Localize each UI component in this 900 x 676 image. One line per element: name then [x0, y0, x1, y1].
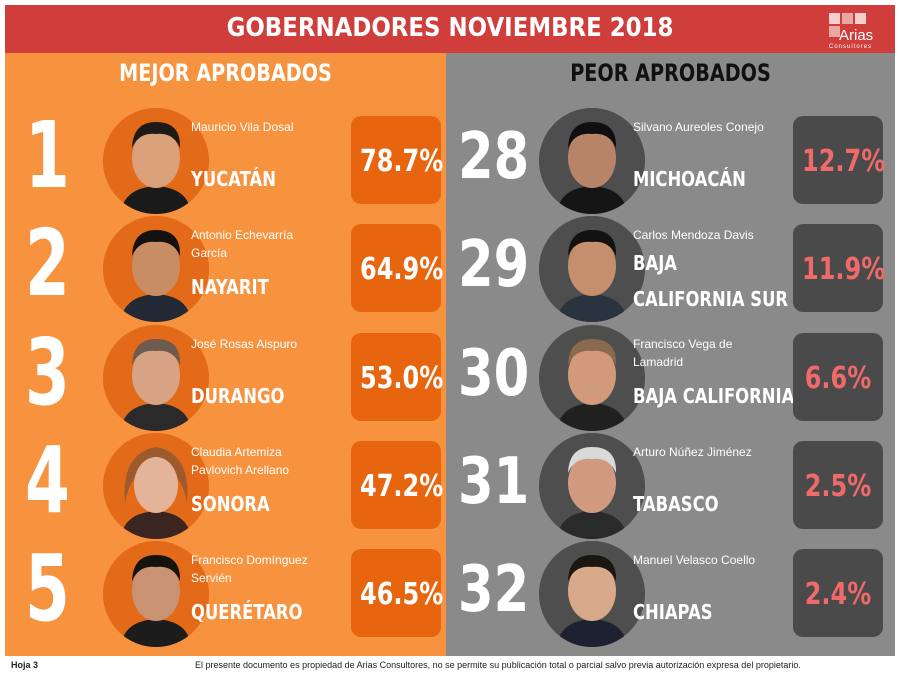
state-name-line1: BAJA [633, 251, 677, 275]
best-approved-title: MEJOR APROBADOS [119, 59, 332, 87]
governor-name: José Rosas Aispuro [191, 337, 298, 351]
page-title: GOBERNADORES NOVIEMBRE 2018 [226, 13, 674, 43]
state-name-line2: CALIFORNIA SUR [633, 287, 789, 311]
approval-box: 47.2% [351, 441, 444, 529]
list-item: 2 Antonio Echevarría García NAYARIT 64.9… [5, 210, 446, 324]
approval-value: 6.6% [804, 361, 872, 396]
rank-number: 1 [25, 102, 70, 209]
approval-box: 12.7% [793, 116, 886, 204]
best-approved-panel: MEJOR APROBADOS 1 Mauricio Vila Dosal YU… [5, 53, 446, 656]
governor-name: Silvano Aureoles Conejo [633, 120, 764, 134]
worst-approved-title: PEOR APROBADOS [570, 59, 771, 87]
approval-box: 46.5% [351, 549, 444, 637]
list-item: 5 Francisco Domínguez Servién QUERÉTARO … [5, 535, 446, 649]
state-name: YUCATÁN [191, 167, 276, 191]
approval-value: 2.4% [804, 577, 872, 612]
approval-value: 11.9% [802, 252, 886, 287]
state-name: CHIAPAS [633, 600, 713, 624]
state-name: QUERÉTARO [191, 600, 303, 624]
rank-number: 4 [25, 427, 70, 534]
governor-name: Antonio Echevarría García [191, 228, 294, 260]
governor-name: Manuel Velasco Coello [633, 553, 756, 567]
list-item: 1 Mauricio Vila Dosal YUCATÁN 78.7% [5, 102, 446, 216]
list-item: 4 Claudia Artemiza Pavlovich Arellano SO… [5, 427, 446, 541]
approval-value: 46.5% [360, 577, 444, 612]
state-name: DURANGO [191, 384, 285, 408]
logo-subtext: Consultores [829, 44, 873, 50]
approval-value: 2.5% [804, 469, 872, 504]
approval-box: 78.7% [351, 116, 444, 204]
list-item: 31 Arturo Núñez Jiménez TABASCO 2.5% [446, 433, 895, 541]
rank-number: 2 [25, 210, 70, 317]
approval-box: 2.5% [793, 441, 883, 529]
governor-photo [539, 541, 645, 647]
state-name: SONORA [191, 492, 270, 516]
governor-photo [539, 108, 645, 214]
list-item: 28 Silvano Aureoles Conejo MICHOACÁN 12.… [446, 108, 895, 216]
governor-photo [103, 108, 209, 214]
governor-photo [103, 433, 209, 539]
page-label: Hoja 3 [11, 660, 39, 670]
disclaimer-text: El presente documento es propiedad de Ar… [195, 660, 801, 670]
governor-photo [539, 216, 645, 322]
list-item: 3 José Rosas Aispuro DURANGO 53.0% [5, 319, 446, 433]
governor-photo [103, 541, 209, 647]
governor-name: Francisco Domínguez Servién [191, 553, 308, 585]
arias-logo: Arias Consultores [825, 11, 883, 51]
list-item: 30 Francisco Vega de Lamadrid BAJA CALIF… [446, 325, 895, 433]
approval-value: 47.2% [360, 469, 444, 504]
approval-value: 78.7% [360, 144, 444, 179]
title-banner: GOBERNADORES NOVIEMBRE 2018 Arias Consul… [5, 5, 895, 53]
approval-value: 53.0% [360, 361, 444, 396]
approval-box: 64.9% [351, 224, 444, 312]
approval-box: 6.6% [793, 333, 883, 421]
governor-name: Arturo Núñez Jiménez [633, 445, 752, 459]
state-name: TABASCO [633, 492, 719, 516]
approval-box: 11.9% [793, 224, 886, 312]
logo-text: Arias [839, 27, 874, 44]
governor-name: Carlos Mendoza Davis [633, 228, 754, 242]
approval-value: 64.9% [360, 252, 444, 287]
rank-number: 28 [458, 120, 530, 194]
rank-number: 31 [458, 445, 530, 519]
rank-number: 32 [458, 553, 530, 627]
rank-number: 3 [25, 319, 70, 426]
approval-box: 2.4% [793, 549, 883, 637]
worst-approved-panel: PEOR APROBADOS 28 Silvano Aureoles Conej… [446, 53, 895, 656]
state-name: BAJA CALIFORNIA [633, 384, 795, 408]
state-name: NAYARIT [191, 275, 269, 299]
rank-number: 5 [25, 535, 70, 642]
governor-name: Claudia Artemiza Pavlovich Arellano [191, 445, 290, 477]
governor-photo [539, 325, 645, 431]
list-item: 32 Manuel Velasco Coello CHIAPAS 2.4% [446, 541, 895, 649]
rank-number: 29 [458, 228, 530, 302]
governor-photo [539, 433, 645, 539]
state-name: MICHOACÁN [633, 167, 746, 191]
governor-name: Francisco Vega de Lamadrid [633, 337, 733, 369]
approval-box: 53.0% [351, 333, 444, 421]
approval-value: 12.7% [802, 144, 886, 179]
governor-name: Mauricio Vila Dosal [191, 120, 294, 134]
footer: Hoja 3 El presente documento es propieda… [5, 656, 895, 676]
rank-number: 30 [458, 337, 530, 411]
governor-photo [103, 216, 209, 322]
governor-photo [103, 325, 209, 431]
list-item: 29 Carlos Mendoza Davis BAJA CALIFORNIA … [446, 216, 895, 324]
